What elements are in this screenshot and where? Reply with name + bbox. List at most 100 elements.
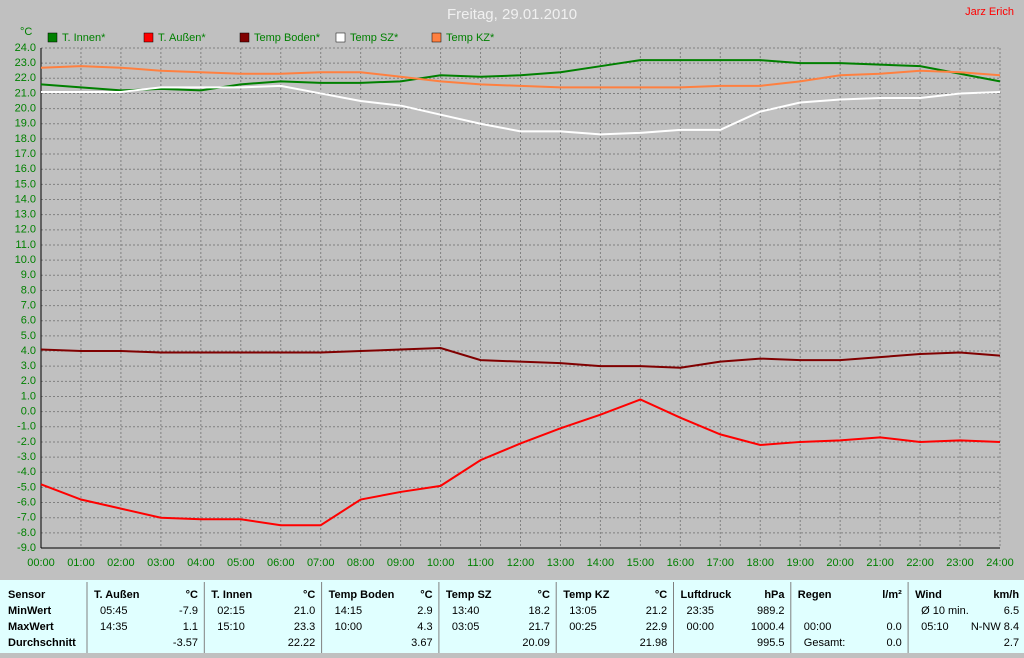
column-header: T. Außen (94, 589, 140, 601)
x-tick-label: 03:00 (147, 557, 175, 569)
y-tick-label: 6.0 (21, 315, 36, 327)
y-tick-label: 15.0 (15, 178, 36, 190)
cell: 03:05 (452, 621, 480, 633)
legend-label: T. Innen* (62, 32, 106, 44)
line (40, 346, 1001, 369)
column-unit: hPa (764, 589, 785, 601)
row-label: MinWert (8, 605, 52, 617)
cell: 18.2 (528, 605, 549, 617)
x-tick-label: 01:00 (67, 557, 95, 569)
cell: 21.7 (528, 621, 549, 633)
x-tick-label: 14:00 (587, 557, 615, 569)
cell: N-NW 8.4 (971, 621, 1019, 633)
legend-label: T. Außen* (158, 32, 206, 44)
cell: 989.2 (757, 605, 785, 617)
y-tick-label: 10.0 (15, 254, 36, 266)
column-header: Wind (915, 589, 942, 601)
cell: Gesamt: (804, 637, 846, 649)
y-tick-label: -9.0 (17, 542, 36, 554)
y-tick-label: 16.0 (15, 163, 36, 175)
y-tick-label: 21.0 (15, 87, 36, 99)
column-header: Luftdruck (681, 589, 733, 601)
y-tick-label: 5.0 (21, 330, 36, 342)
cell: 995.5 (757, 637, 785, 649)
cell: 14:15 (335, 605, 363, 617)
x-tick-label: 23:00 (946, 557, 974, 569)
legend-label: Temp Boden* (254, 32, 321, 44)
x-tick-label: 13:00 (547, 557, 575, 569)
y-tick-label: 4.0 (21, 345, 36, 357)
cell: 23:35 (687, 605, 715, 617)
cell: 0.0 (887, 637, 902, 649)
x-tick-label: 17:00 (707, 557, 735, 569)
cell: 05:45 (100, 605, 128, 617)
y-tick-label: 22.0 (15, 72, 36, 84)
cell: 2.7 (1004, 637, 1019, 649)
y-tick-label: 13.0 (15, 209, 36, 221)
y-tick-label: 3.0 (21, 360, 36, 372)
column-header: Temp SZ (446, 589, 492, 601)
y-tick-label: 19.0 (15, 118, 36, 130)
table-background (0, 580, 1024, 653)
y-tick-label: 11.0 (15, 239, 36, 251)
cell: Ø 10 min. (921, 605, 969, 617)
y-tick-label: 1.0 (21, 390, 36, 402)
legend-label: Temp KZ* (446, 32, 495, 44)
row-label: Durchschnitt (8, 637, 76, 649)
y-tick-label: -3.0 (17, 451, 36, 463)
cell: 05:10 (921, 621, 949, 633)
cell: 1000.4 (751, 621, 785, 633)
y-tick-label: 12.0 (15, 224, 36, 236)
x-tick-label: 08:00 (347, 557, 375, 569)
cell: 4.3 (417, 621, 432, 633)
y-tick-label: -7.0 (17, 512, 36, 524)
cell: 14:35 (100, 621, 128, 633)
column-unit: km/h (993, 589, 1019, 601)
cell: 3.67 (411, 637, 432, 649)
x-tick-label: 11:00 (467, 557, 494, 569)
cell: 21.0 (294, 605, 315, 617)
cell: 21.2 (646, 605, 667, 617)
table-header: Sensor (8, 589, 46, 601)
column-unit: l/m² (882, 589, 902, 601)
legend-swatch (47, 32, 58, 43)
legend-swatch (143, 32, 154, 43)
cell: 21.98 (640, 637, 668, 649)
y-tick-label: 18.0 (15, 133, 36, 145)
column-unit: °C (186, 589, 198, 601)
y-tick-label: -6.0 (17, 496, 36, 508)
y-tick-label: 2.0 (21, 375, 36, 387)
x-tick-label: 10:00 (427, 557, 455, 569)
cell: 10:00 (335, 621, 363, 633)
annotation: Jarz Erich (965, 6, 1014, 18)
column-header: Regen (798, 589, 832, 601)
cell: 13:40 (452, 605, 480, 617)
column-unit: °C (303, 589, 315, 601)
y-tick-label: 20.0 (15, 103, 36, 115)
x-tick-label: 22:00 (906, 557, 934, 569)
column-unit: °C (538, 589, 550, 601)
x-tick-label: 16:00 (667, 557, 695, 569)
y-tick-label: 23.0 (15, 57, 36, 69)
column-header: Temp Boden (329, 589, 395, 601)
y-tick-label: -4.0 (17, 466, 36, 478)
y-tick-label: 14.0 (15, 193, 36, 205)
x-tick-label: 12:00 (507, 557, 535, 569)
cell: -7.9 (179, 605, 198, 617)
cell: 22.22 (288, 637, 316, 649)
line (40, 59, 1001, 92)
y-tick-label: 9.0 (21, 269, 36, 281)
row-label: MaxWert (8, 621, 54, 633)
x-tick-label: 09:00 (387, 557, 415, 569)
cell: 1.1 (183, 621, 198, 633)
column-header: T. Innen (211, 589, 252, 601)
legend-swatch (335, 32, 346, 43)
legend-label: Temp SZ* (350, 32, 399, 44)
x-tick-label: 20:00 (826, 557, 854, 569)
cell: 23.3 (294, 621, 315, 633)
x-tick-label: 02:00 (107, 557, 135, 569)
y-tick-label: -1.0 (17, 421, 36, 433)
cell: 15:10 (217, 621, 245, 633)
y-tick-label: 24.0 (15, 42, 36, 54)
